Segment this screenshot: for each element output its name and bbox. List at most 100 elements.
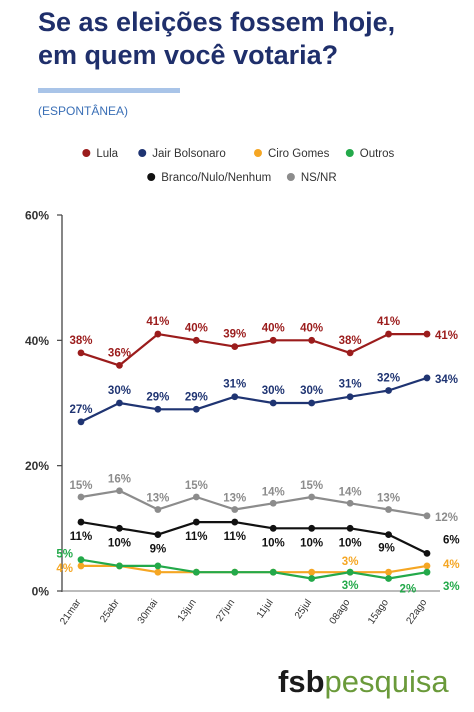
series-1-point-4 xyxy=(192,336,200,344)
series-1-point-8 xyxy=(346,349,354,357)
series-6-point-5 xyxy=(231,506,239,513)
x-tick-label-7: 25jul xyxy=(293,597,314,621)
series-line-6 xyxy=(80,489,428,517)
series-1-data-label-1: 38% xyxy=(69,335,92,347)
x-tick-label-8: 08ago xyxy=(328,597,353,626)
brand-logo: fsbpesquisa xyxy=(278,664,449,700)
series-1-data-label-7: 40% xyxy=(300,322,323,334)
series-1-data-label-3: 41% xyxy=(146,316,169,328)
legend-marker-6 xyxy=(286,173,295,181)
series-6-point-8 xyxy=(346,499,354,507)
y-tick-label-1: 0% xyxy=(32,585,50,599)
series-1-point-7 xyxy=(308,336,316,344)
series-6-data-label-2: 16% xyxy=(108,474,131,486)
series-4-data-label-1: 5% xyxy=(56,549,73,561)
y-tick-label-2: 20% xyxy=(25,459,49,473)
x-tick-label-10: 22ago xyxy=(404,597,429,626)
series-5-point-8 xyxy=(346,524,354,532)
series-5-point-2 xyxy=(116,524,123,532)
series-6-data-label-9: 13% xyxy=(377,493,400,505)
series-2-point-1 xyxy=(77,418,85,426)
series-5-data-label-6: 10% xyxy=(262,537,285,549)
series-2-data-label-10: 34% xyxy=(435,374,458,386)
series-1-point-5 xyxy=(231,343,239,350)
series-6-point-4 xyxy=(192,493,200,501)
series-3-point-3 xyxy=(154,568,162,576)
series-1-data-label-9: 41% xyxy=(377,316,400,328)
series-2-data-label-7: 30% xyxy=(300,385,323,397)
series-line-5 xyxy=(80,520,428,555)
series-6-point-9 xyxy=(385,506,392,513)
legend-label-1: Lula xyxy=(96,148,118,160)
series-2-data-label-3: 29% xyxy=(146,391,169,403)
series-5-data-label-7: 10% xyxy=(300,537,323,549)
series-5-point-10 xyxy=(423,550,431,557)
series-2-data-label-4: 29% xyxy=(185,391,208,403)
series-1-data-label-5: 39% xyxy=(223,329,246,341)
y-tick-label-4: 60% xyxy=(25,209,49,223)
series-4-point-1 xyxy=(77,556,85,564)
series-4-point-9 xyxy=(385,575,392,582)
x-tick-label-2: 25abr xyxy=(98,597,122,625)
series-6-point-7 xyxy=(308,493,316,501)
series-1-point-1 xyxy=(77,349,85,357)
series-3-point-10 xyxy=(423,562,431,570)
brand-logo-part-1: fsb xyxy=(278,664,325,699)
x-tick-label-3: 30mai xyxy=(136,597,161,626)
series-6-point-6 xyxy=(269,499,277,507)
series-4-data-label-9: 2% xyxy=(400,583,417,595)
series-1-point-2 xyxy=(116,362,123,369)
series-1-data-label-4: 40% xyxy=(185,322,208,334)
x-tick-label-5: 27jun xyxy=(214,597,237,623)
series-1-point-9 xyxy=(385,330,392,338)
series-2-data-label-9: 32% xyxy=(377,372,400,384)
series-5-data-label-3: 9% xyxy=(150,544,167,556)
series-4-point-2 xyxy=(116,562,123,570)
series-1-data-label-2: 36% xyxy=(108,347,131,359)
series-5-point-5 xyxy=(231,518,239,526)
series-1-data-label-6: 40% xyxy=(262,322,285,334)
series-2-point-5 xyxy=(231,393,239,401)
legend-label-2: Jair Bolsonaro xyxy=(152,148,226,160)
series-6-data-label-3: 13% xyxy=(146,493,169,505)
series-2-data-label-2: 30% xyxy=(108,385,131,397)
series-2-data-label-5: 31% xyxy=(223,379,246,391)
series-2-point-7 xyxy=(308,399,316,407)
series-5-point-3 xyxy=(154,531,162,538)
series-3-point-1 xyxy=(77,562,85,570)
series-2-point-10 xyxy=(423,374,431,382)
legend-marker-1 xyxy=(82,149,91,157)
series-6-data-label-1: 15% xyxy=(69,480,92,492)
series-5-point-1 xyxy=(77,518,85,526)
series-1-data-label-8: 38% xyxy=(339,335,362,347)
series-1-data-label-10: 41% xyxy=(435,330,458,342)
series-line-4 xyxy=(80,558,428,580)
series-6-data-label-4: 15% xyxy=(185,480,208,492)
series-2-data-label-8: 31% xyxy=(339,379,362,391)
series-5-data-label-9: 9% xyxy=(378,543,395,555)
series-6-data-label-6: 14% xyxy=(262,486,285,498)
series-6-point-1 xyxy=(77,493,85,501)
series-5-point-7 xyxy=(308,524,316,532)
series-6-data-label-8: 14% xyxy=(339,486,362,498)
x-tick-label-4: 13jun xyxy=(176,597,199,623)
series-3-point-7 xyxy=(308,568,316,576)
series-5-data-label-2: 10% xyxy=(108,537,131,549)
series-4-point-10 xyxy=(423,568,431,576)
series-5-data-label-10: 6% xyxy=(443,534,460,546)
series-3-point-9 xyxy=(385,568,392,576)
legend-label-3: Ciro Gomes xyxy=(268,148,330,160)
x-tick-label-6: 11jul xyxy=(255,597,276,620)
legend-label-6: NS/NR xyxy=(301,172,337,184)
series-2-data-label-1: 27% xyxy=(69,404,92,416)
series-5-point-4 xyxy=(192,518,200,526)
chart-subtitle: (ESPONTÂNEA) xyxy=(38,104,129,118)
brand-logo-part-2: pesquisa xyxy=(324,664,449,699)
series-4-point-8 xyxy=(346,568,354,576)
series-6-data-label-7: 15% xyxy=(300,480,323,492)
series-6-point-3 xyxy=(154,506,162,513)
title-underline xyxy=(38,88,180,93)
series-4-point-5 xyxy=(231,568,239,576)
series-4-data-label-10: 3% xyxy=(443,581,460,593)
